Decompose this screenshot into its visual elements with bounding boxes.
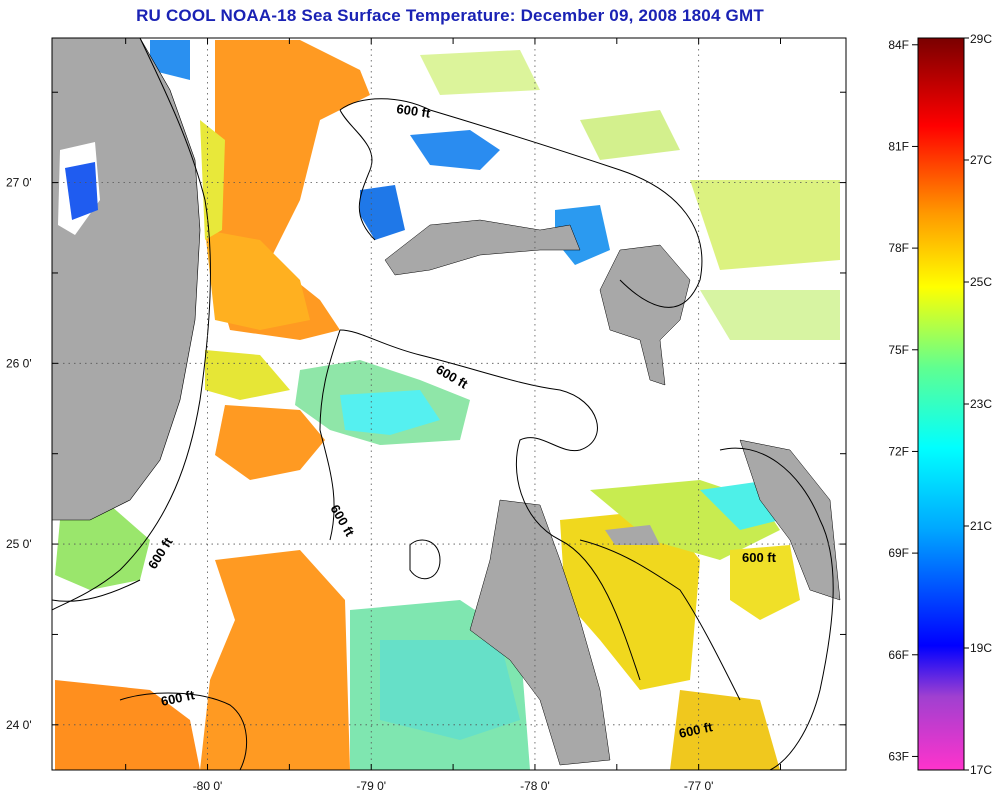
bathymetry-contours (52, 38, 834, 770)
colorbar-f-label: 84F (888, 38, 909, 52)
colorbar-f-label: 63F (888, 749, 909, 763)
map-title: RU COOL NOAA-18 Sea Surface Temperature:… (136, 6, 764, 25)
colorbar-fahrenheit-labels: 84F 81F 78F 75F 72F 69F 66F 63F (888, 38, 918, 763)
land (52, 38, 841, 766)
contour-label: 600 ft (160, 687, 197, 709)
map-area: 600 ft 600 ft 600 ft 600 ft 600 ft 600 f… (52, 38, 846, 770)
colorbar-f-label: 69F (888, 546, 909, 560)
colorbar-f-label: 66F (888, 648, 909, 662)
lon-tick-label: -77 0' (684, 779, 714, 793)
colorbar (917, 37, 965, 771)
lat-tick-label: 25 0' (6, 537, 32, 551)
colorbar-c-label: 25C (970, 275, 992, 289)
contour-label: 600 ft (678, 719, 715, 741)
colorbar-c-label: 19C (970, 641, 992, 655)
lat-tick-label: 27 0' (6, 176, 32, 190)
contour-label: 600 ft (396, 101, 432, 121)
lat-tick-label: 26 0' (6, 356, 32, 370)
map-frame (51, 37, 847, 771)
colorbar-c-label: 21C (970, 519, 992, 533)
lon-tick-label: -79 0' (356, 779, 386, 793)
graticule (52, 38, 846, 770)
contour-label: 600 ft (742, 550, 777, 565)
colorbar-f-label: 72F (888, 444, 909, 458)
colorbar-c-label: 23C (970, 397, 992, 411)
colorbar-c-label: 17C (970, 763, 992, 777)
colorbar-celsius-labels: 29C 27C 25C 23C 21C 19C 17C (964, 32, 992, 777)
lat-tick-label: 24 0' (6, 718, 32, 732)
lon-tick-label: -78 0' (520, 779, 550, 793)
colorbar-f-label: 78F (888, 241, 909, 255)
colorbar-c-label: 29C (970, 32, 992, 46)
colorbar-f-label: 81F (888, 139, 909, 153)
sst-field (55, 40, 840, 770)
colorbar-c-label: 27C (970, 153, 992, 167)
latitude-ticks: 27 0' 26 0' 25 0' 24 0' (6, 91, 846, 732)
longitude-ticks: -80 0' -79 0' -78 0' -77 0' (125, 38, 782, 793)
colorbar-f-label: 75F (888, 343, 909, 357)
lon-tick-label: -80 0' (193, 779, 223, 793)
